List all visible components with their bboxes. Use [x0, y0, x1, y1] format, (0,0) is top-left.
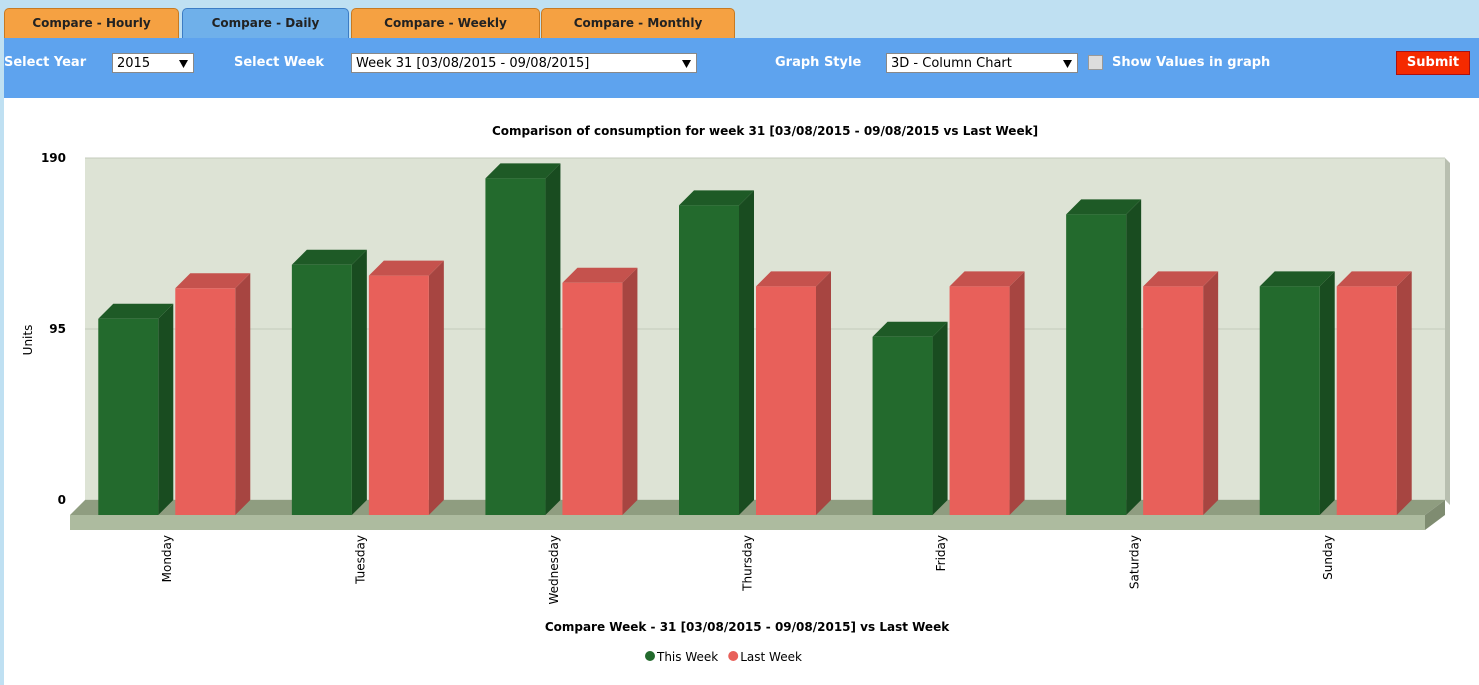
bar-face	[1126, 199, 1142, 515]
bar-face	[351, 249, 367, 516]
bar-face	[1143, 286, 1204, 515]
y-axis-label: Units	[21, 325, 35, 356]
legend-marker	[645, 651, 655, 661]
bar	[485, 163, 561, 515]
arrow	[682, 60, 691, 68]
value: 2015	[117, 56, 151, 71]
bar-face	[1319, 271, 1335, 515]
tab[interactable]: Compare - Hourly	[4, 8, 179, 38]
x-tick-label: Tuesday	[353, 535, 367, 585]
bar	[368, 260, 444, 515]
bar-face	[622, 267, 638, 515]
bar-face	[485, 163, 561, 179]
x-tick-label: Wednesday	[547, 535, 561, 604]
bar-face	[175, 288, 236, 515]
submit-button[interactable]: Submit	[1396, 51, 1470, 75]
legend-label: This Week	[656, 650, 718, 664]
bar-face	[235, 273, 251, 515]
label: Select Week	[234, 55, 325, 70]
bar-face	[872, 336, 933, 515]
bar-face	[949, 286, 1010, 515]
value: Week 31 [03/08/2015 - 09/08/2015]	[356, 56, 590, 71]
bar-face	[158, 303, 174, 515]
bar-face	[872, 321, 948, 337]
arrow	[1063, 60, 1072, 68]
select[interactable]: 2015	[112, 53, 194, 73]
tab[interactable]: Compare - Weekly	[351, 8, 540, 38]
bar-face	[1143, 271, 1219, 287]
x-tick-label: Thursday	[741, 535, 755, 592]
arrow	[179, 60, 188, 68]
bar-face	[932, 321, 948, 515]
bar-face	[1396, 271, 1412, 515]
select[interactable]: 3D - Column Chart	[886, 53, 1078, 73]
bar-face	[368, 260, 444, 276]
bar-face	[949, 271, 1025, 287]
bar-face	[291, 264, 352, 515]
bar-face	[1066, 199, 1142, 215]
bar-face	[175, 273, 251, 289]
bar	[98, 303, 174, 515]
x-tick-label: Saturday	[1128, 535, 1142, 589]
x-tick-label: Sunday	[1321, 535, 1335, 580]
bar-face	[562, 282, 623, 515]
select[interactable]: Week 31 [03/08/2015 - 09/08/2015]	[351, 53, 697, 73]
legend-label: Last Week	[740, 650, 802, 664]
legend-marker	[728, 651, 739, 661]
toolbar: Select Year 2015 Select Week Week 31 [03…	[4, 38, 1479, 98]
bar-face	[756, 286, 816, 515]
floor-front	[70, 515, 1425, 530]
value: 3D - Column Chart	[891, 56, 1012, 71]
bar	[756, 271, 831, 515]
bar-face	[98, 303, 174, 319]
x-tick-label: Friday	[934, 535, 948, 571]
bar-face	[562, 267, 638, 283]
bar	[1143, 271, 1219, 515]
y-tick-label: 190	[41, 151, 66, 165]
bar	[1336, 271, 1412, 515]
y-tick-label: 0	[58, 493, 66, 507]
bar-face	[1336, 271, 1412, 287]
bar-face	[291, 249, 367, 265]
bar	[949, 271, 1025, 515]
bar-face	[368, 275, 429, 515]
label: Select Year	[4, 55, 87, 70]
bar-face	[1066, 214, 1127, 515]
bar	[291, 249, 367, 516]
bar	[1066, 199, 1142, 515]
bar-face	[1009, 271, 1025, 515]
bar	[679, 190, 754, 515]
bar-face	[1203, 271, 1219, 515]
floor-side	[1425, 500, 1445, 530]
bar	[872, 321, 948, 515]
bar-face	[679, 190, 754, 206]
bar-face	[98, 318, 159, 515]
x-tick-label: Monday	[160, 535, 174, 582]
bar-face	[816, 271, 831, 515]
bar-face	[1336, 286, 1397, 515]
bar-face	[739, 190, 754, 515]
bar	[175, 273, 251, 515]
bar-face	[1259, 286, 1320, 515]
bar-face	[679, 205, 739, 515]
bar	[1259, 271, 1335, 515]
checkbox[interactable]	[1088, 55, 1103, 70]
chart-title: Comparison of consumption for week 31 [0…	[492, 124, 1038, 138]
side-wall	[1445, 158, 1450, 505]
bar-face	[545, 163, 561, 515]
tab[interactable]: Compare - Monthly	[541, 8, 735, 38]
x-axis-label: Compare Week - 31 [03/08/2015 - 09/08/20…	[545, 620, 950, 634]
label: Graph Style	[775, 55, 862, 70]
tabs: Compare - Hourly Compare - Daily Compare…	[4, 8, 1479, 38]
bar-face	[485, 178, 546, 515]
tab[interactable]: Compare - Daily	[182, 8, 349, 38]
y-tick-label: 95	[49, 322, 66, 336]
bar-face	[428, 260, 444, 515]
bar-face	[756, 271, 831, 287]
bar	[562, 267, 638, 515]
label: Show Values in graph	[1112, 55, 1271, 70]
bar-face	[1259, 271, 1335, 287]
